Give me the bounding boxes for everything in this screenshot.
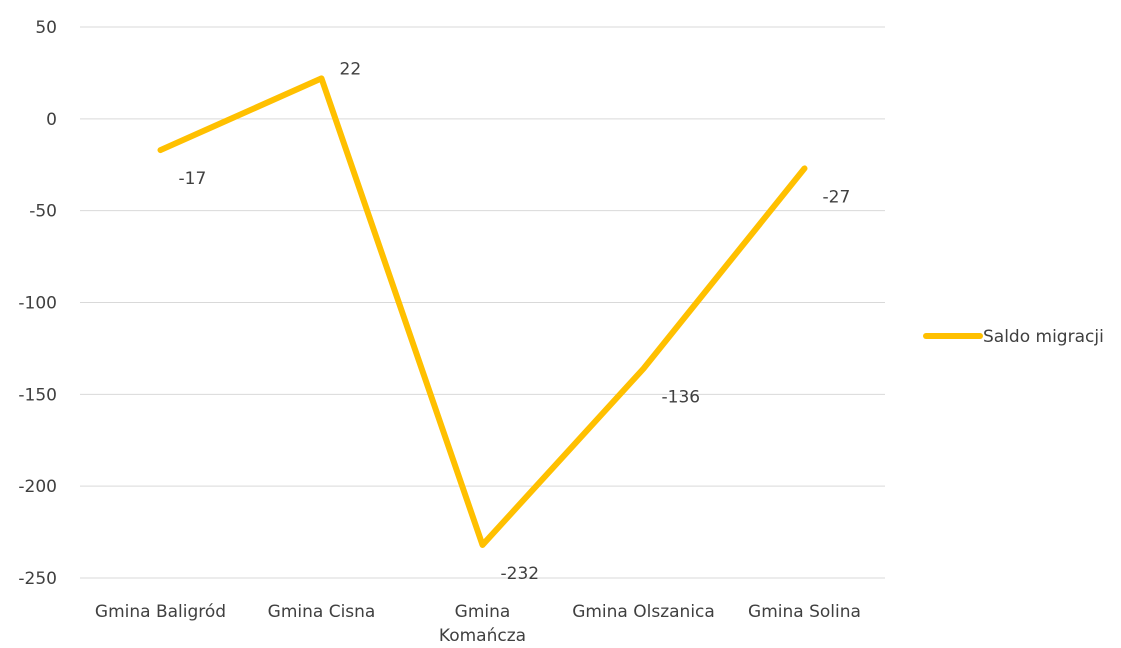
- y-tick-label: -150: [18, 385, 57, 405]
- data-label: 22: [340, 59, 362, 79]
- y-tick-label: -50: [29, 202, 57, 222]
- x-category-label-line: Gmina Solina: [748, 602, 861, 622]
- x-category-label: Gmina Komańcza: [439, 602, 526, 646]
- data-labels: -17 22 -232 -136 -27: [179, 59, 851, 584]
- y-tick-label: 50: [35, 18, 57, 38]
- data-label: -136: [662, 388, 701, 408]
- series-lines: [157, 75, 808, 548]
- y-tick-label: -100: [18, 294, 57, 314]
- y-tick-label: 0: [46, 110, 57, 130]
- x-category-label-line: Gmina Baligród: [95, 602, 226, 622]
- x-category-label: Gmina Baligród: [95, 602, 226, 622]
- x-category-label-line: Gmina: [455, 602, 511, 622]
- y-axis-tick-labels: 50 0 -50 -100 -150 -200 -250: [18, 18, 57, 589]
- x-category-label-line: Gmina Olszanica: [572, 602, 715, 622]
- data-label: -232: [501, 564, 540, 584]
- y-tick-label: -200: [18, 477, 57, 497]
- x-category-label: Gmina Cisna: [268, 602, 376, 622]
- legend: Saldo migracji: [923, 327, 1104, 347]
- legend-label: Saldo migracji: [983, 327, 1104, 347]
- x-category-label-line: Komańcza: [439, 626, 526, 646]
- data-label: -27: [823, 187, 851, 207]
- x-axis-category-labels: Gmina Baligród Gmina Cisna Gmina KomańczaGm…: [95, 602, 861, 646]
- series-line-saldo-migracji: [157, 75, 808, 548]
- x-category-label: Gmina Olszanica: [572, 602, 715, 622]
- y-tick-label: -250: [18, 569, 57, 589]
- x-category-label: Gmina Solina: [748, 602, 861, 622]
- x-category-label-line: Gmina Cisna: [268, 602, 376, 622]
- gridlines: [80, 26, 885, 579]
- data-label: -17: [179, 169, 207, 189]
